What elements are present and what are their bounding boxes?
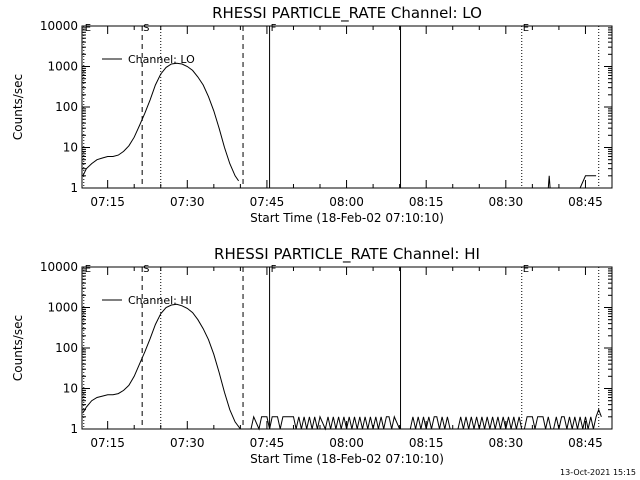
y-tick-label: 100 [55,100,78,114]
x-axis-label: Start Time (18-Feb-02 07:10:10) [250,211,444,225]
series-line [547,175,551,189]
event-marker-label: F [271,264,277,275]
x-tick-label: 07:15 [90,195,125,209]
y-tick-label: 10000 [40,19,78,33]
event-marker-label: E [523,23,529,34]
y-tick-label: 10000 [40,260,78,274]
event-marker-label: F [271,23,277,34]
plot-frame [81,266,613,430]
x-tick-label: 08:30 [489,436,524,450]
y-tick-label: 1 [70,422,78,436]
y-tick-label: 1000 [47,301,78,315]
y-tick-label: 1000 [47,60,78,74]
panel-lo: RHESSI PARTICLE_RATE Channel: LO 1 10 100 10… [11,4,613,225]
chart-title: RHESSI PARTICLE_RATE Channel: LO [212,4,482,23]
event-marker-label: E [523,264,529,275]
x-axis-label: Start Time (18-Feb-02 07:10:10) [250,452,444,466]
x-tick-label: 08:00 [329,195,364,209]
x-tick-label: 07:45 [250,195,285,209]
chart-title: RHESSI PARTICLE_RATE Channel: HI [214,245,480,264]
footer-timestamp: 13-Oct-2021 15:15 [560,468,636,477]
y-tick-label: 10 [63,382,78,396]
event-marker-label: S [143,264,149,275]
series-line [579,175,597,189]
x-tick-label: 08:15 [409,436,444,450]
series-line [82,62,240,182]
event-marker-label: E [85,264,91,275]
x-tick-label: 08:45 [568,436,603,450]
y-tick-label: 1 [70,181,78,195]
x-tick-label: 08:00 [329,436,364,450]
event-marker-label: S [143,23,149,34]
x-tick-label: 08:45 [568,195,603,209]
panel-hi: RHESSI PARTICLE_RATE Channel: HI 1 10 100 10… [11,245,613,466]
plot-frame [81,25,613,189]
series-line [82,303,602,431]
y-tick-label: 100 [55,341,78,355]
x-tick-label: 07:30 [170,195,205,209]
legend-label: Channel: HI [128,294,192,307]
event-marker-label: E [85,23,91,34]
x-tick-label: 07:30 [170,436,205,450]
y-axis-label: Counts/sec [11,74,25,140]
legend-label: Channel: LO [128,53,195,66]
x-tick-label: 08:15 [409,195,444,209]
y-tick-label: 10 [63,141,78,155]
y-axis-label: Counts/sec [11,315,25,381]
x-tick-label: 08:30 [489,195,524,209]
x-tick-label: 07:15 [90,436,125,450]
x-tick-label: 07:45 [250,436,285,450]
